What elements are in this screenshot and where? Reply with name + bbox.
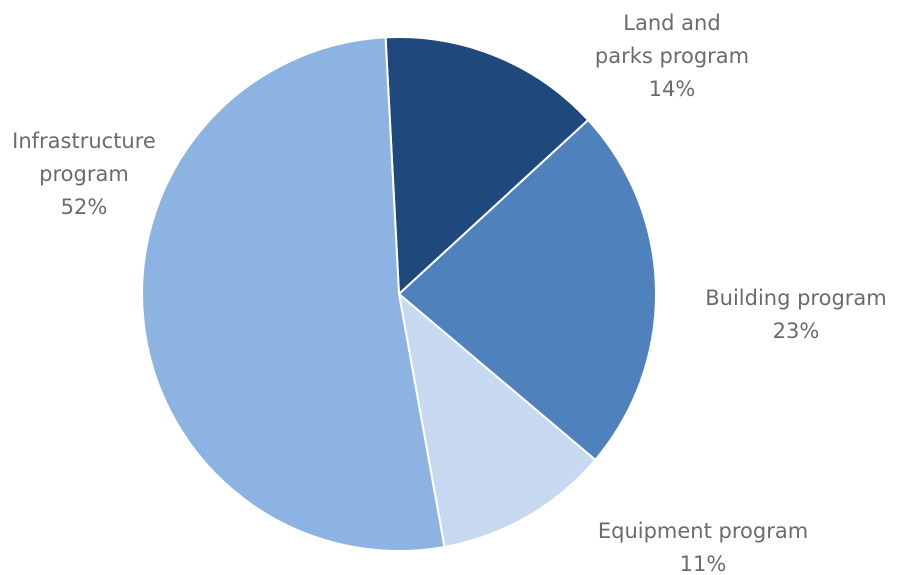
slice-infrastructure-program	[141, 36, 446, 552]
label-land-and-parks-program: Land and parks program 14%	[595, 11, 749, 101]
label-line: Building program	[705, 286, 887, 310]
label-percent: 52%	[61, 195, 108, 219]
label-line: Equipment program	[598, 519, 808, 543]
label-line: Land and	[623, 11, 720, 35]
label-percent: 23%	[773, 319, 820, 343]
slice-equipment-program	[397, 291, 597, 549]
label-line: Infrastructure	[12, 129, 156, 153]
label-infrastructure-program: Infrastructure program 52%	[12, 129, 156, 219]
label-line: program	[39, 162, 129, 186]
pie-slices	[141, 35, 657, 552]
label-equipment-program: Equipment program 11%	[598, 519, 808, 575]
slice-land-and-parks-program	[384, 35, 590, 297]
label-building-program: Building program 23%	[705, 286, 887, 343]
label-percent: 11%	[680, 552, 727, 575]
label-percent: 14%	[649, 77, 696, 101]
label-line: parks program	[595, 44, 749, 68]
slice-building-program	[397, 118, 657, 462]
pie-labels: Land and parks program 14% Building program…	[12, 11, 887, 575]
